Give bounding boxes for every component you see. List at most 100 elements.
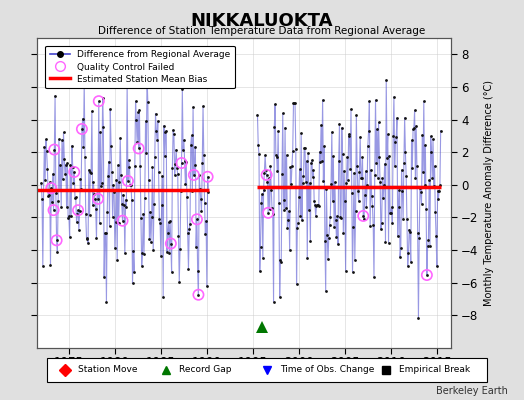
Point [51,92,59,99]
Point [172,146,180,153]
Point [204,189,213,195]
Point [96,129,104,135]
Point [183,194,191,201]
Point [82,235,91,241]
Point [69,164,77,170]
Point [181,181,190,187]
Point [169,127,177,133]
Point [281,204,290,211]
Point [187,142,195,148]
Point [116,134,124,141]
Point [117,171,125,178]
Point [97,183,105,190]
Point [143,74,151,81]
Point [300,145,309,151]
Point [153,136,161,143]
Point [84,240,92,246]
Point [113,257,122,263]
Point [427,133,435,140]
Point [112,219,120,225]
Point [77,186,85,192]
Point [45,191,53,198]
Point [372,97,380,103]
Point [200,152,208,158]
Point [400,114,409,121]
Point [154,118,162,124]
Point [356,134,364,140]
Point [374,174,382,181]
Point [137,262,146,269]
Point [293,224,301,231]
Point [281,124,289,131]
Point [165,219,173,225]
Point [380,160,389,167]
Point [286,246,294,253]
Point [140,194,149,201]
Point [276,294,284,300]
Point [256,268,264,275]
Point [105,158,113,165]
Point [122,196,130,203]
Point [299,173,308,180]
Point [395,204,403,210]
Point [194,292,203,298]
Point [354,198,363,204]
Point [63,160,72,166]
Point [285,208,293,214]
Point [275,200,283,206]
Point [81,154,89,160]
Point [292,281,301,288]
Point [173,165,181,171]
Point [409,126,417,132]
Point [287,181,296,188]
Point [332,234,341,240]
Point [397,245,405,251]
Point [282,152,291,158]
Point [56,187,64,193]
Point [353,163,362,170]
Point [163,230,172,236]
Point [385,153,394,159]
Point [53,249,61,256]
Point [336,214,344,220]
Point [149,247,157,254]
Point [354,188,362,194]
Point [294,194,303,200]
Point [121,250,129,256]
Point [135,145,143,152]
Point [74,207,82,214]
Point [343,154,351,161]
Point [82,211,90,217]
Point [389,133,397,140]
Point [428,175,436,182]
Point [312,213,320,220]
Point [92,205,100,212]
Point [94,98,103,104]
FancyBboxPatch shape [47,358,487,382]
Point [279,197,288,204]
Point [322,186,331,192]
Point [179,147,187,154]
Point [60,155,69,162]
Point [177,160,185,166]
Point [107,142,115,149]
Point [276,257,285,263]
Point [416,185,424,192]
Point [185,226,193,233]
Point [115,179,124,185]
Point [94,98,103,104]
Point [68,142,76,149]
Point [69,180,78,186]
Point [391,139,400,145]
Point [66,234,74,240]
Point [71,195,79,202]
Point [342,180,351,186]
Point [320,143,329,149]
Point [37,180,46,186]
Point [297,130,305,136]
Point [430,163,439,169]
Point [160,122,168,129]
Point [62,204,71,210]
Point [111,245,119,251]
Point [403,216,411,222]
